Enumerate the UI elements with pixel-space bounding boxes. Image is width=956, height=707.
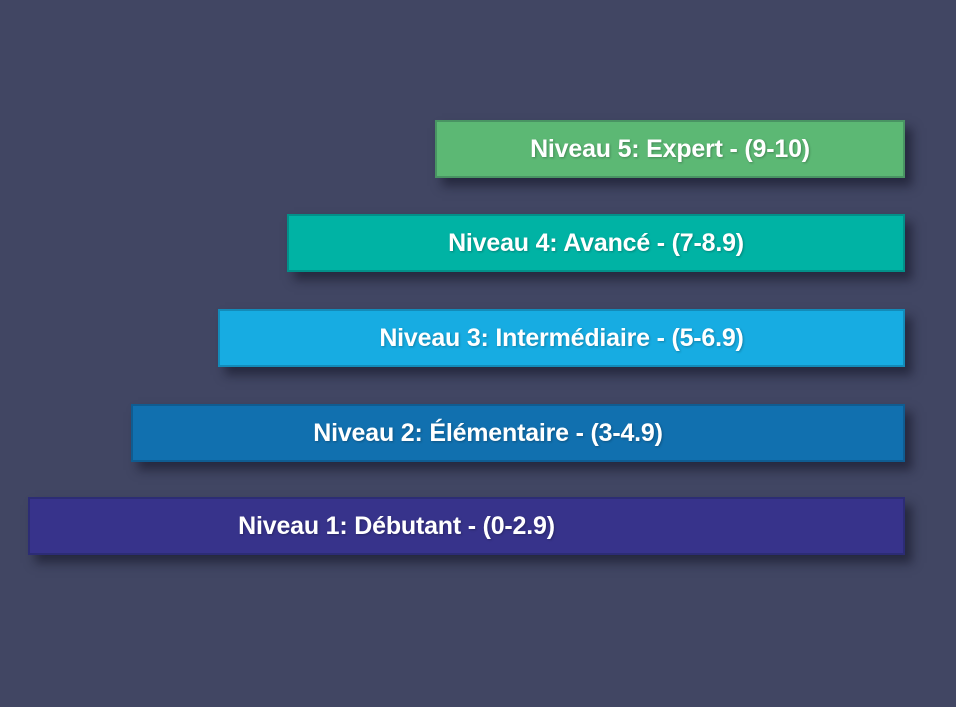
level-bar-niveau-2: Niveau 2: Élémentaire - (3-4.9) bbox=[131, 404, 905, 462]
level-bar-niveau-3: Niveau 3: Intermédiaire - (5-6.9) bbox=[218, 309, 905, 367]
level-label-niveau-3: Niveau 3: Intermédiaire - (5-6.9) bbox=[379, 323, 744, 352]
level-label-niveau-5: Niveau 5: Expert - (9-10) bbox=[530, 134, 810, 163]
level-bar-niveau-4: Niveau 4: Avancé - (7-8.9) bbox=[287, 214, 905, 272]
level-label-niveau-4: Niveau 4: Avancé - (7-8.9) bbox=[448, 228, 744, 257]
level-bar-niveau-5: Niveau 5: Expert - (9-10) bbox=[435, 120, 905, 178]
level-bar-niveau-1: Niveau 1: Débutant - (0-2.9) bbox=[28, 497, 905, 555]
level-label-niveau-1: Niveau 1: Débutant - (0-2.9) bbox=[238, 511, 555, 540]
level-label-niveau-2: Niveau 2: Élémentaire - (3-4.9) bbox=[313, 418, 663, 447]
